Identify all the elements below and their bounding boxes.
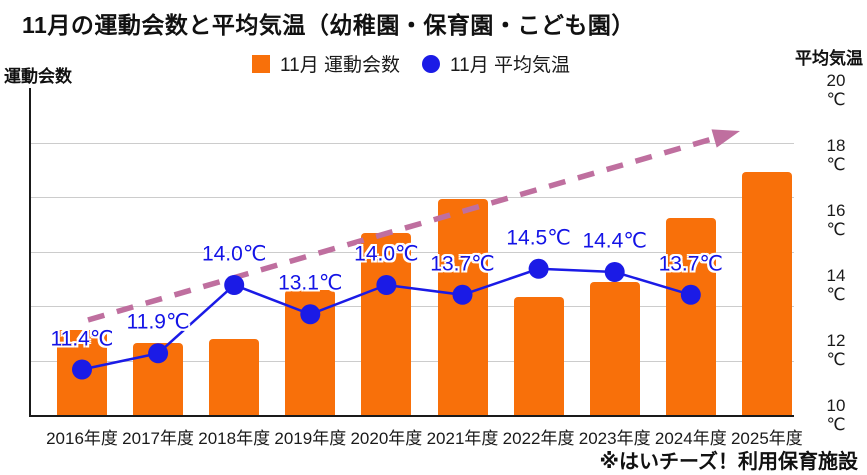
x-axis-label-2017年度: 2017年度 [122, 429, 195, 448]
trend-arrow-head-icon [711, 129, 740, 148]
x-axis-line [29, 415, 794, 417]
temp-value-label-2021年度: 13.7℃ [430, 252, 495, 276]
line-series-swatch-icon [422, 54, 441, 73]
temp-point-2022年度 [528, 258, 549, 279]
x-axis-label-2018年度: 2018年度 [198, 429, 271, 448]
temp-point-2018年度 [224, 275, 245, 295]
legend-label-line: 11月 平均気温 [450, 55, 571, 76]
footnote: ※はいチーズ！利用保育施設 [599, 451, 858, 473]
right-axis-tick-20: 20 ℃ [826, 71, 846, 109]
temp-value-label-2020年度: 14.0℃ [354, 242, 419, 266]
temp-point-2023年度 [604, 262, 625, 282]
x-axis-label-2023年度: 2023年度 [578, 429, 651, 448]
temp-value-label-2022年度: 14.5℃ [506, 226, 571, 250]
bar-2024年度 [665, 217, 716, 415]
h-gridline [30, 197, 794, 198]
x-axis-label-2020年度: 2020年度 [350, 429, 423, 448]
legend-item-bars: 11月 運動会数 [252, 50, 400, 77]
x-axis-label-2019年度: 2019年度 [274, 429, 347, 448]
h-gridline [30, 142, 794, 144]
bar-2023年度 [589, 282, 640, 415]
chart-title: 11月の運動会数と平均気温（幼稚園・保育園・こども園） [22, 12, 635, 38]
left-axis-title: 運動会数 [4, 67, 72, 86]
right-axis-tick-16: 16 ℃ [826, 201, 846, 239]
x-axis-label-2021年度: 2021年度 [426, 429, 499, 448]
right-axis-title: 平均気温 [795, 49, 863, 68]
legend-item-line: 11月 平均気温 [422, 50, 570, 77]
right-axis-tick-12: 12 ℃ [826, 331, 846, 369]
right-axis-tick-14: 14 ℃ [826, 266, 846, 304]
temp-value-label-2019年度: 13.1℃ [278, 271, 343, 295]
bar-series-swatch-icon [252, 54, 270, 73]
bar-2022年度 [513, 296, 564, 415]
bar-2018年度 [209, 338, 260, 415]
bar-2025年度 [741, 171, 792, 415]
legend-label-bars: 11月 運動会数 [280, 55, 401, 76]
bar-2017年度 [133, 343, 184, 415]
x-axis-label-2024年度: 2024年度 [654, 429, 727, 448]
temp-value-label-2016年度: 11.4℃ [50, 327, 114, 350]
temp-value-label-2023年度: 14.4℃ [582, 229, 647, 253]
right-axis-tick-18: 18 ℃ [826, 136, 846, 174]
bar-2019年度 [285, 289, 336, 415]
legend: 11月 運動会数 11月 平均気温 [252, 50, 570, 77]
temp-value-label-2024年度: 13.7℃ [658, 252, 724, 276]
right-axis-tick-10: 10 ℃ [826, 396, 846, 434]
x-axis-label-2025年度: 2025年度 [730, 429, 803, 448]
x-axis-label-2022年度: 2022年度 [502, 429, 575, 448]
temp-value-label-2017年度: 11.9℃ [126, 310, 190, 334]
temp-value-label-2018年度: 14.0℃ [201, 242, 267, 266]
x-axis-label-2016年度: 2016年度 [46, 429, 118, 448]
bar-2021年度 [437, 198, 488, 415]
y-axis-line [29, 88, 31, 417]
